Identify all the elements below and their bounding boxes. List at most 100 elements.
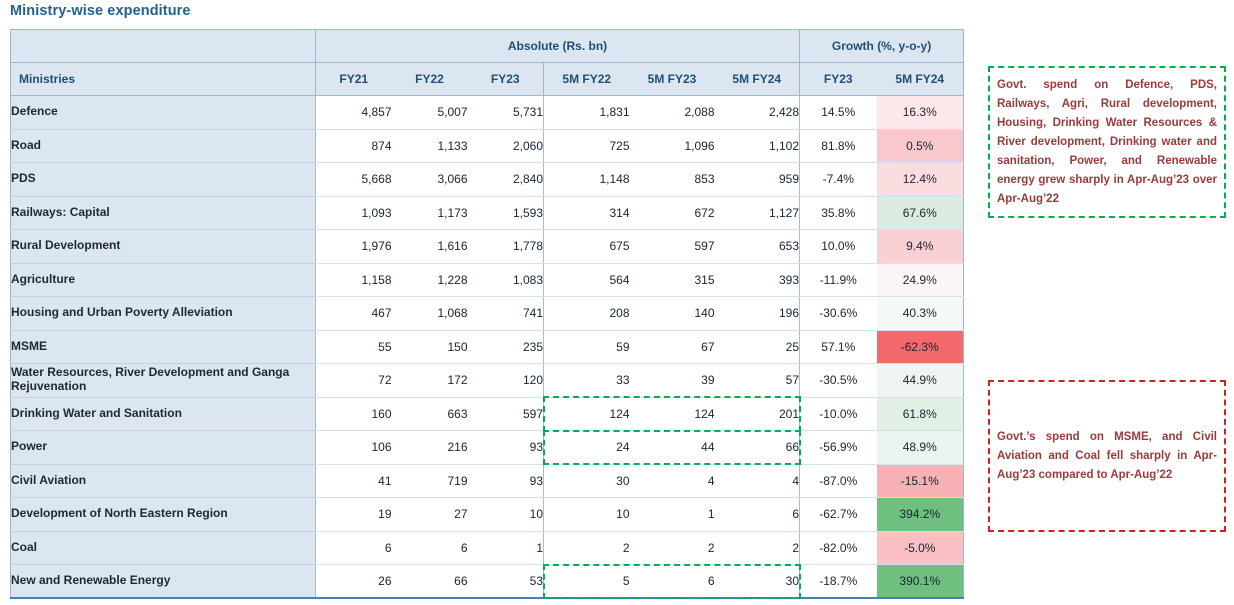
cell-m5fy22: 675 (543, 229, 630, 264)
cell-m5fy22: 124 (543, 397, 630, 431)
table-row: Drinking Water and Sanitation 160 663 597 12… (10, 397, 964, 431)
table-row: Water Resources, River Development and G… (10, 363, 964, 398)
cell-gfy23: -7.4% (799, 162, 877, 197)
col-header-5m-fy24-6: 5M FY24 (714, 62, 800, 96)
cell-m5fy23: 4 (629, 464, 715, 498)
cell-fy22: 1,616 (391, 229, 468, 264)
cell-g5mfy24: 9.4% (876, 229, 964, 264)
cell-m5fy22: 725 (543, 129, 630, 163)
cell-g5mfy24: 67.6% (876, 196, 964, 230)
col-header-ministries: Ministries (10, 62, 316, 96)
cell-fy23: 93 (467, 430, 544, 465)
cell-fy22: 27 (391, 497, 468, 532)
cell-fy21: 106 (315, 430, 392, 465)
cell-m5fy23: 2 (629, 531, 715, 565)
table-row: Agriculture 1,158 1,228 1,083 564 315 393 -11.9… (10, 263, 964, 297)
cell-g5mfy24: 40.3% (876, 296, 964, 331)
cell-m5fy23: 672 (629, 196, 715, 230)
cell-gfy23: -10.0% (799, 397, 877, 431)
cell-fy23: 10 (467, 497, 544, 532)
blank-corner-cell (10, 29, 316, 63)
cell-gfy23: -11.9% (799, 263, 877, 297)
page-title: Ministry-wise expenditure (10, 3, 191, 19)
ministry-name: Housing and Urban Poverty Alleviation (10, 296, 316, 331)
growth-annotation-text: Govt. spend on Defence, PDS, Railways, A… (997, 79, 1217, 205)
ministry-expenditure-table: Absolute (Rs. bn) Growth (%, y-o-y) Mini… (10, 29, 965, 599)
ministry-name: Road (10, 129, 316, 163)
cell-fy22: 719 (391, 464, 468, 498)
table-row: MSME 55 150 235 59 67 25 57.1% -62.3% (10, 330, 964, 364)
cell-fy21: 4,857 (315, 95, 392, 130)
cell-fy21: 1,976 (315, 229, 392, 264)
cell-m5fy22: 10 (543, 497, 630, 532)
cell-g5mfy24: 0.5% (876, 129, 964, 163)
cell-g5mfy24: 12.4% (876, 162, 964, 197)
cell-m5fy24: 4 (714, 464, 800, 498)
cell-fy23: 120 (467, 363, 544, 398)
cell-g5mfy24: 44.9% (876, 363, 964, 398)
cell-fy23: 5,731 (467, 95, 544, 130)
group-header-absolute: Absolute (Rs. bn) (314, 29, 800, 63)
cell-g5mfy24: 48.9% (876, 430, 964, 465)
cell-m5fy23: 853 (629, 162, 715, 197)
cell-m5fy24: 201 (714, 397, 800, 431)
cell-m5fy24: 959 (714, 162, 800, 197)
col-header-5m-fy22-4: 5M FY22 (543, 62, 630, 96)
col-header-fy21-1: FY21 (315, 62, 392, 96)
cell-fy23: 741 (467, 296, 544, 331)
cell-m5fy24: 653 (714, 229, 800, 264)
col-header-5m-fy23-5: 5M FY23 (629, 62, 715, 96)
cell-m5fy22: 2 (543, 531, 630, 565)
cell-m5fy24: 393 (714, 263, 800, 297)
ministry-name: Railways: Capital (10, 196, 316, 230)
cell-fy21: 55 (315, 330, 392, 364)
cell-m5fy23: 124 (629, 397, 715, 431)
cell-m5fy23: 1,096 (629, 129, 715, 163)
table-row: Housing and Urban Poverty Alleviation 467… (10, 296, 964, 331)
col-header-5m-fy24-8: 5M FY24 (876, 62, 964, 96)
cell-m5fy22: 5 (543, 564, 630, 599)
cell-gfy23: 81.8% (799, 129, 877, 163)
cell-m5fy22: 208 (543, 296, 630, 331)
cell-fy21: 467 (315, 296, 392, 331)
cell-fy21: 160 (315, 397, 392, 431)
table-row: New and Renewable Energy 26 66 53 5 6 30 -18.7%… (10, 564, 964, 599)
cell-fy23: 1,778 (467, 229, 544, 264)
ministry-name: Agriculture (10, 263, 316, 297)
ministry-name: Rural Development (10, 229, 316, 264)
ministry-name: Power (10, 430, 316, 465)
cell-fy23: 1,083 (467, 263, 544, 297)
cell-fy23: 235 (467, 330, 544, 364)
cell-fy21: 41 (315, 464, 392, 498)
cell-fy21: 5,668 (315, 162, 392, 197)
cell-g5mfy24: 394.2% (876, 497, 964, 532)
cell-m5fy24: 6 (714, 497, 800, 532)
cell-m5fy23: 597 (629, 229, 715, 264)
cell-fy22: 5,007 (391, 95, 468, 130)
cell-m5fy24: 2,428 (714, 95, 800, 130)
cell-m5fy24: 30 (714, 564, 800, 599)
table-row: Power 106 216 93 24 44 66 -56.9% 48.9% (10, 430, 964, 465)
cell-fy22: 216 (391, 430, 468, 465)
table-row: PDS 5,668 3,066 2,840 1,148 853 959 -7.4% 12.4% (10, 162, 964, 197)
cell-g5mfy24: 16.3% (876, 95, 964, 130)
cell-m5fy22: 33 (543, 363, 630, 398)
ministry-name: Coal (10, 531, 316, 565)
cell-fy21: 26 (315, 564, 392, 599)
cell-m5fy22: 1,148 (543, 162, 630, 197)
cell-m5fy22: 24 (543, 430, 630, 465)
table-row: Coal 6 6 1 2 2 2 -82.0% -5.0% (10, 531, 964, 565)
cell-fy22: 1,068 (391, 296, 468, 331)
table-row: Rural Development 1,976 1,616 1,778 675 597 65… (10, 229, 964, 264)
group-header-row: Absolute (Rs. bn) Growth (%, y-o-y) (10, 29, 964, 63)
cell-fy23: 1,593 (467, 196, 544, 230)
cell-fy21: 1,158 (315, 263, 392, 297)
cell-fy23: 93 (467, 464, 544, 498)
table-row: Defence 4,857 5,007 5,731 1,831 2,088 2,428 14.… (10, 95, 964, 130)
table-row: Development of North Eastern Region 19 27 1… (10, 497, 964, 532)
cell-gfy23: -82.0% (799, 531, 877, 565)
cell-fy22: 172 (391, 363, 468, 398)
ministry-name: New and Renewable Energy (10, 564, 316, 599)
ministry-name: Development of North Eastern Region (10, 497, 316, 532)
cell-m5fy23: 44 (629, 430, 715, 465)
